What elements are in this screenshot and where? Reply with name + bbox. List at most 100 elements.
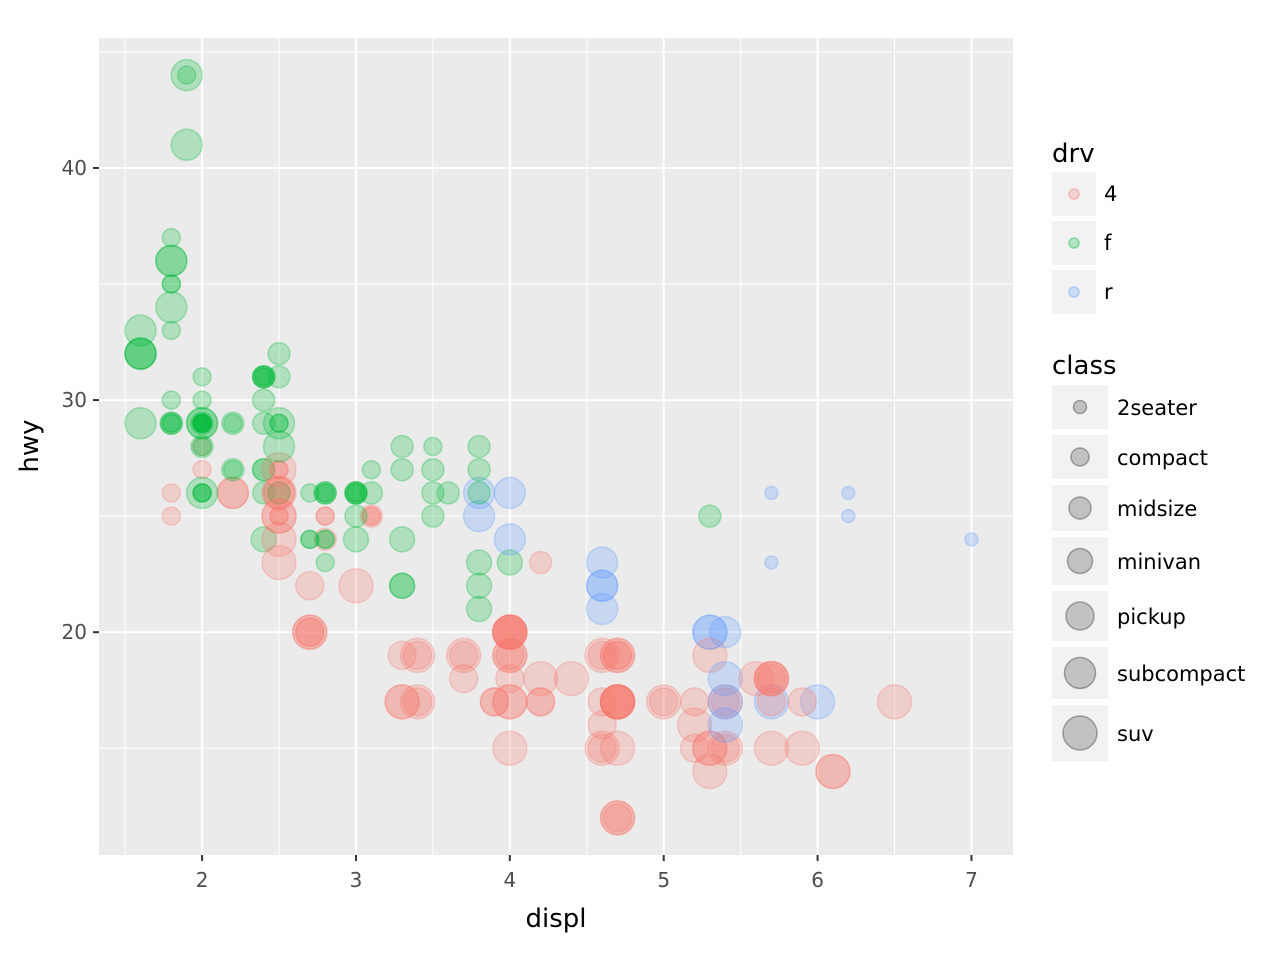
data-point: [756, 663, 787, 694]
data-point: [267, 341, 291, 366]
data-point: [587, 733, 617, 763]
data-point: [192, 483, 212, 503]
data-point: [261, 475, 297, 511]
data-point: [692, 614, 728, 650]
data-point: [421, 457, 445, 482]
data-point: [155, 244, 188, 278]
data-point: [361, 459, 382, 480]
legend-drv-label: 4: [1104, 182, 1117, 206]
data-point: [753, 660, 790, 697]
legend-key: [1052, 705, 1108, 761]
data-point: [261, 521, 297, 558]
data-point: [313, 527, 337, 552]
legend-swatch: [1068, 496, 1092, 520]
data-point: [645, 684, 682, 720]
data-point: [161, 506, 182, 526]
legend-class-label: midsize: [1117, 497, 1197, 521]
data-point: [692, 637, 728, 674]
data-point: [269, 506, 289, 526]
data-point: [707, 684, 744, 720]
data-point: [384, 684, 420, 720]
data-point: [251, 365, 276, 389]
data-point: [223, 413, 243, 434]
data-point: [192, 413, 212, 434]
data-point: [599, 800, 636, 836]
data-point: [753, 660, 790, 697]
data-point: [124, 337, 157, 370]
data-point: [124, 314, 157, 347]
data-point: [223, 459, 243, 480]
data-point: [692, 753, 728, 790]
data-point: [176, 65, 197, 85]
data-point: [787, 687, 817, 717]
data-point: [436, 481, 461, 505]
data-point: [190, 411, 214, 436]
major-gridlines: [99, 38, 1013, 855]
data-point: [423, 436, 443, 457]
data-point: [315, 483, 335, 503]
data-point: [467, 481, 491, 505]
data-point: [492, 730, 528, 766]
data-point: [221, 411, 245, 436]
x-tick-label: 4: [503, 868, 516, 892]
data-point: [269, 413, 289, 434]
data-point: [399, 684, 436, 720]
data-point: [124, 337, 157, 370]
legend-swatch: [1068, 286, 1080, 298]
data-point: [315, 483, 335, 503]
data-point: [587, 640, 617, 671]
data-point: [261, 544, 297, 581]
legend-class-label: suv: [1117, 722, 1154, 746]
data-point: [315, 506, 335, 526]
legend-key: [1052, 435, 1108, 479]
data-point: [315, 529, 335, 550]
data-point: [262, 476, 296, 510]
data-point: [161, 390, 182, 410]
data-point: [313, 481, 337, 505]
data-point: [479, 687, 510, 717]
data-point: [815, 753, 851, 790]
data-point: [679, 687, 710, 717]
data-point: [388, 572, 416, 600]
data-point: [155, 244, 188, 278]
data-point: [585, 592, 619, 626]
data-point: [964, 532, 979, 547]
data-point: [161, 227, 182, 248]
data-point: [876, 684, 913, 720]
y-tick-label: 30: [62, 388, 87, 412]
data-point: [710, 733, 741, 763]
legend-class-label: compact: [1117, 446, 1208, 470]
data-point: [402, 687, 433, 717]
data-point: [161, 413, 182, 434]
data-point: [192, 413, 212, 434]
legend-key: [1052, 647, 1108, 699]
data-point: [359, 481, 384, 505]
y-tick-label: 20: [62, 620, 87, 644]
data-point: [300, 529, 320, 550]
data-point: [599, 684, 636, 720]
data-point: [190, 434, 214, 459]
data-point: [602, 640, 633, 671]
data-point: [753, 684, 790, 720]
data-point: [315, 552, 335, 573]
data-point: [161, 483, 182, 503]
legend-drv: drv 4 f r: [1052, 139, 1117, 314]
data-point: [784, 730, 820, 766]
data-point: [295, 571, 325, 601]
data-point: [448, 640, 479, 671]
data-point: [155, 290, 188, 324]
data-point: [185, 407, 219, 440]
minor-gridlines: [99, 38, 1013, 855]
data-point: [479, 687, 510, 717]
data-point: [192, 367, 212, 387]
data-point: [387, 640, 417, 671]
data-point: [495, 617, 525, 647]
data-point: [599, 684, 636, 720]
y-axis-title: hwy: [15, 419, 45, 472]
legend-key: [1052, 591, 1108, 641]
data-point: [251, 457, 276, 482]
data-point: [738, 660, 774, 697]
data-point: [465, 595, 493, 623]
data-point: [753, 730, 790, 766]
data-point: [269, 459, 289, 480]
